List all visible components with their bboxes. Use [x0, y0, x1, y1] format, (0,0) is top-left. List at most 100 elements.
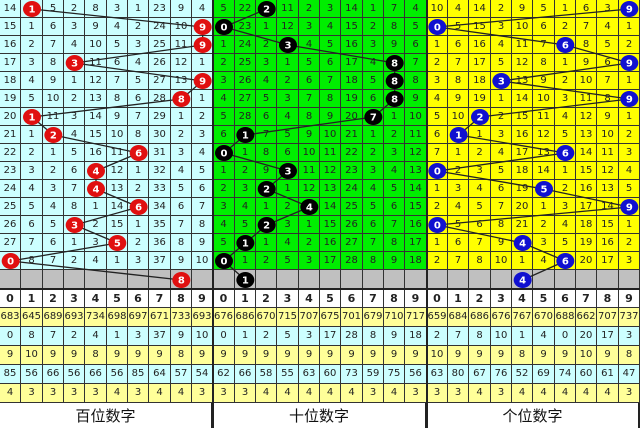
- tens-occurrence-count: 675: [320, 308, 341, 327]
- units-miss-cell: 10: [448, 108, 469, 126]
- tens-digit-header: 0: [213, 290, 235, 308]
- units-trend-line: [543, 188, 630, 208]
- tens-miss-cell: 11: [277, 0, 299, 18]
- hundreds-miss-cell: 4: [85, 252, 107, 270]
- hundreds-miss-cell: 6: [64, 162, 85, 180]
- units-hit-ball: 0: [428, 19, 447, 35]
- hundreds-miss-cell: 34: [149, 198, 171, 216]
- units-miss-cell: 8: [448, 72, 469, 90]
- units-miss-cell: 12: [533, 126, 555, 144]
- hundreds-digit-header: 4: [85, 290, 107, 308]
- tens-current-miss: 8: [363, 327, 384, 346]
- tens-hit-ball: 8: [385, 55, 404, 71]
- tens-miss-cell: 27: [341, 234, 363, 252]
- units-miss-cell: 2: [491, 108, 512, 126]
- hundreds-miss-cell: 9: [85, 18, 107, 36]
- tens-miss-cell: 5: [384, 180, 405, 198]
- hundreds-miss-cell: 29: [149, 108, 171, 126]
- tens-current-miss: 9: [384, 327, 405, 346]
- svg-text:0: 0: [434, 167, 441, 178]
- tens-miss-cell: 5: [213, 234, 235, 252]
- svg-text:1: 1: [455, 131, 462, 142]
- units-max-miss: 8: [512, 346, 533, 365]
- units-miss-cell: 18: [512, 162, 533, 180]
- tens-miss-cell: 13: [320, 180, 341, 198]
- units-max-streak: 4: [533, 384, 555, 403]
- tens-hit-ball: 0: [215, 253, 233, 269]
- units-miss-cell: 15: [597, 216, 619, 234]
- units-miss-cell: 8: [533, 54, 555, 72]
- hundreds-miss-cell: 2: [128, 234, 149, 252]
- units-digit-header: 3: [491, 290, 512, 308]
- tens-miss-cell: 2: [299, 234, 320, 252]
- units-miss-cell: 4: [448, 0, 469, 18]
- units-hit-ball: 9: [620, 199, 639, 215]
- hundreds-occurrence-count: 697: [128, 308, 149, 327]
- hundreds-digit-header: 2: [43, 290, 64, 308]
- tens-miss-cell: 19: [341, 90, 363, 108]
- hundreds-hit-ball: 8: [172, 91, 191, 107]
- units-miss-cell: 21: [512, 216, 533, 234]
- tens-miss-cell: 1: [299, 216, 320, 234]
- units-miss-cell: 4: [555, 108, 576, 126]
- units-miss-cell: 3: [469, 162, 491, 180]
- units-trend-line: [437, 152, 566, 172]
- hundreds-miss-cell: 7: [128, 108, 149, 126]
- tens-occurrence-count: 676: [213, 308, 235, 327]
- units-current-miss: 2: [427, 327, 448, 346]
- hundreds-occurrence-count: 689: [43, 308, 64, 327]
- tens-digit-header: 2: [256, 290, 277, 308]
- hundreds-miss-cell: 32: [149, 162, 171, 180]
- units-miss-cell: 20: [576, 252, 597, 270]
- hundreds-miss-cell: 2: [21, 144, 43, 162]
- tens-max-miss: 9: [235, 346, 256, 365]
- tens-miss-cell: 1: [384, 108, 405, 126]
- tens-miss-cell: 25: [235, 54, 256, 72]
- units-miss-cell: 7: [597, 72, 619, 90]
- tens-miss-cell: 7: [320, 72, 341, 90]
- hundreds-max-streak: 3: [128, 384, 149, 403]
- tens-occurrence-count: 715: [277, 308, 299, 327]
- units-miss-cell: 1: [427, 180, 448, 198]
- hundreds-digit-header: 1: [21, 290, 43, 308]
- hundreds-hit-ball: 9: [193, 37, 212, 53]
- units-miss-cell: 7: [533, 36, 555, 54]
- hundreds-miss-cell: 11: [171, 36, 192, 54]
- hundreds-miss-cell: 5: [107, 36, 128, 54]
- hundreds-miss-cell: 4: [43, 198, 64, 216]
- hundreds-miss-cell: 3: [43, 180, 64, 198]
- hundreds-avg-miss-x10: 66: [85, 365, 107, 384]
- tens-hit-ball: 1: [236, 127, 255, 143]
- units-miss-cell: 5: [448, 216, 469, 234]
- units-miss-cell: 1: [555, 0, 576, 18]
- svg-text:9: 9: [199, 77, 206, 88]
- tens-forecast-ball: 1: [236, 272, 255, 288]
- tens-max-streak: 4: [384, 384, 405, 403]
- tens-max-miss: 9: [320, 346, 341, 365]
- tens-miss-cell: 17: [320, 252, 341, 270]
- hundreds-max-streak: 3: [85, 384, 107, 403]
- hundreds-miss-cell: 28: [149, 90, 171, 108]
- hundreds-miss-cell: 9: [107, 108, 128, 126]
- hundreds-miss-cell: 3: [21, 162, 43, 180]
- tens-max-streak: 4: [256, 384, 277, 403]
- tens-miss-cell: 2: [363, 144, 384, 162]
- units-miss-cell: 13: [512, 72, 533, 90]
- tens-miss-cell: 12: [299, 180, 320, 198]
- hundreds-current-miss: 4: [85, 327, 107, 346]
- hundreds-miss-cell: 5: [21, 198, 43, 216]
- tens-miss-cell: 8: [256, 144, 277, 162]
- units-digit-header: 0: [427, 290, 448, 308]
- tens-miss-cell: 14: [320, 198, 341, 216]
- tens-miss-cell: 4: [256, 72, 277, 90]
- hundreds-digit-header: 8: [171, 290, 192, 308]
- tens-miss-cell: 11: [299, 162, 320, 180]
- units-miss-cell: 11: [533, 108, 555, 126]
- units-avg-miss-x10: 69: [533, 365, 555, 384]
- hundreds-miss-cell: 27: [149, 72, 171, 90]
- tens-miss-cell: 8: [384, 234, 405, 252]
- hundreds-miss-cell: 9: [43, 72, 64, 90]
- units-hit-ball: 4: [513, 235, 532, 251]
- units-hit-ball: 1: [449, 127, 468, 143]
